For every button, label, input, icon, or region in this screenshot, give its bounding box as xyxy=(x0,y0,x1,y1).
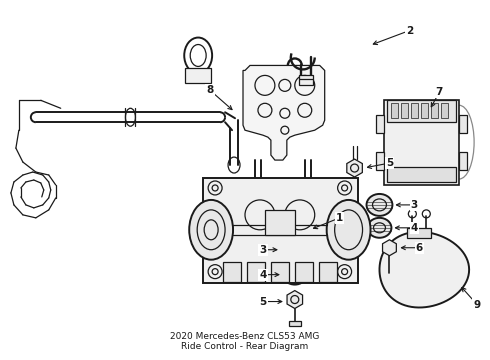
Bar xyxy=(252,198,264,205)
Bar xyxy=(265,210,295,235)
Text: 3: 3 xyxy=(259,245,267,255)
Text: 4: 4 xyxy=(259,270,267,280)
Text: 1: 1 xyxy=(336,213,343,223)
Polygon shape xyxy=(243,66,325,160)
Polygon shape xyxy=(287,291,302,309)
Text: 2: 2 xyxy=(406,26,413,36)
Ellipse shape xyxy=(281,238,309,262)
Bar xyxy=(318,262,337,282)
Text: 8: 8 xyxy=(206,85,214,95)
Bar xyxy=(289,321,301,327)
Polygon shape xyxy=(383,240,396,256)
Bar xyxy=(388,167,456,182)
Text: 2020 Mercedes-Benz CLS53 AMG
Ride Control - Rear Diagram: 2020 Mercedes-Benz CLS53 AMG Ride Contro… xyxy=(171,332,319,351)
Bar xyxy=(431,103,438,118)
Bar xyxy=(459,152,467,170)
Bar xyxy=(203,178,358,283)
Bar xyxy=(223,262,241,282)
Bar xyxy=(376,115,385,133)
Bar xyxy=(247,262,265,282)
Bar xyxy=(421,103,428,118)
Bar xyxy=(441,103,448,118)
Bar xyxy=(412,103,418,118)
Ellipse shape xyxy=(189,200,233,260)
Text: 4: 4 xyxy=(411,223,418,233)
Polygon shape xyxy=(380,232,469,307)
Text: 5: 5 xyxy=(259,297,267,306)
Polygon shape xyxy=(347,159,362,177)
Ellipse shape xyxy=(368,218,392,238)
Bar xyxy=(385,100,459,185)
Text: 7: 7 xyxy=(436,87,443,97)
Bar xyxy=(392,103,398,118)
Bar xyxy=(299,75,313,85)
Ellipse shape xyxy=(327,200,370,260)
Bar xyxy=(401,103,408,118)
Text: 9: 9 xyxy=(473,300,481,310)
Bar xyxy=(376,152,385,170)
Bar xyxy=(459,115,467,133)
Text: 5: 5 xyxy=(386,158,393,168)
Text: 3: 3 xyxy=(411,200,418,210)
Bar xyxy=(271,262,289,282)
Bar xyxy=(388,100,456,122)
Ellipse shape xyxy=(283,265,307,285)
Bar xyxy=(407,228,431,238)
Bar xyxy=(295,262,313,282)
Ellipse shape xyxy=(367,194,392,216)
Bar xyxy=(185,68,211,84)
Text: 6: 6 xyxy=(416,243,423,253)
